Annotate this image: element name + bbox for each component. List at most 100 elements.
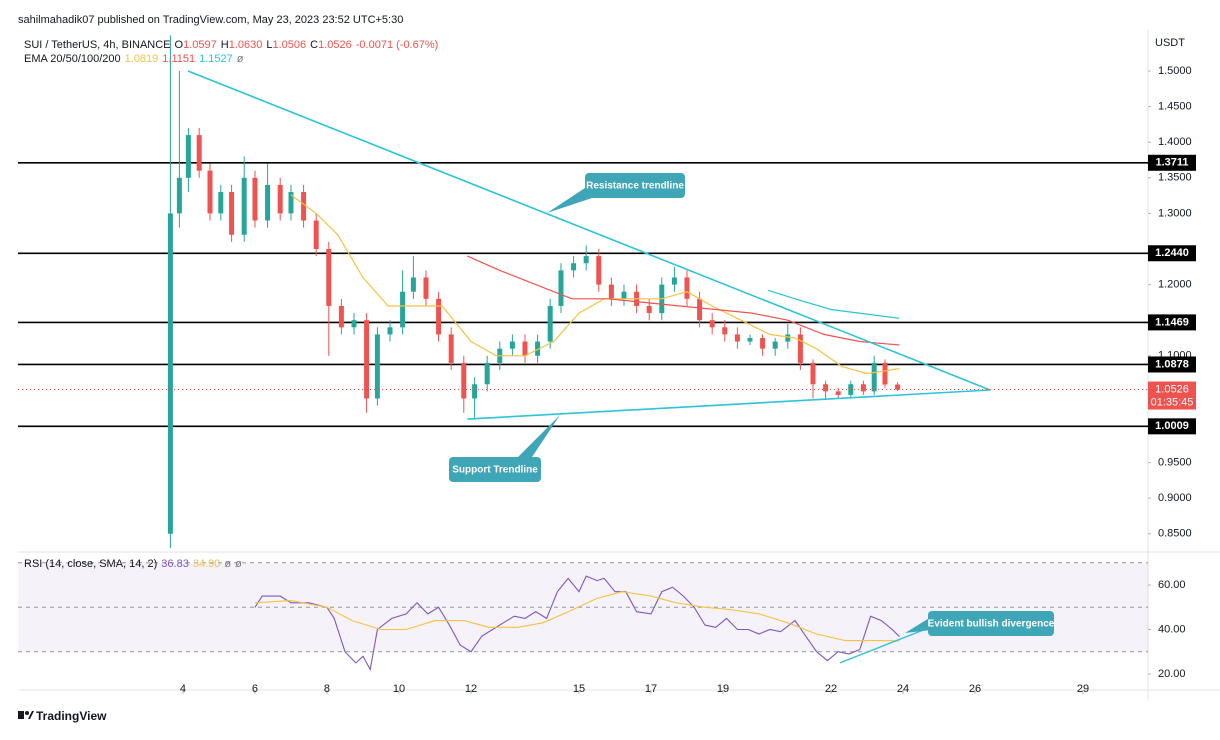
trendline bbox=[187, 70, 991, 391]
callout-label: Evident bullish divergence bbox=[928, 619, 1055, 630]
ema-value: ø bbox=[236, 53, 244, 65]
candle-body bbox=[351, 320, 357, 328]
ema-value: 1.0819 bbox=[124, 53, 159, 65]
rsi-legend: RSI (14, close, SMA, 14, 2) 36.83 34.90 ø ø bbox=[24, 558, 246, 570]
ema-legend: EMA 20/50/100/200 1.0819 1.1151 1.1527 ø bbox=[24, 53, 248, 65]
ohlc-value: 1.0630 bbox=[228, 39, 263, 51]
level-label: 1.1469 bbox=[1155, 316, 1189, 328]
candle-body bbox=[410, 277, 416, 292]
symbol-legend: SUI / TetherUS, 4h, BINANCE O1.0597 H1.063… bbox=[24, 39, 442, 51]
candle-body bbox=[535, 341, 541, 356]
y-tick-label: 1.3000 bbox=[1158, 207, 1192, 219]
rsi-value: 34.90 bbox=[192, 558, 221, 570]
candle-body bbox=[747, 337, 753, 342]
last-price-label: 1.0526 bbox=[1155, 383, 1189, 395]
level-label-box bbox=[1148, 245, 1196, 262]
y-tick-label: 1.5000 bbox=[1158, 65, 1192, 77]
rsi-line bbox=[254, 575, 900, 672]
rsi-pane bbox=[18, 562, 1148, 653]
candle-body bbox=[571, 263, 577, 271]
candle-body bbox=[400, 291, 406, 328]
candle-body bbox=[734, 334, 740, 342]
callout-label: Support Trendline bbox=[452, 465, 538, 476]
candle-body bbox=[252, 177, 258, 221]
y-tick-label: 1.2000 bbox=[1158, 278, 1192, 290]
y-tick-label: 0.9500 bbox=[1158, 456, 1192, 468]
candle-body bbox=[461, 362, 467, 399]
candle-body bbox=[835, 391, 841, 395]
published-line: sahilmahadik07 published on TradingView.… bbox=[18, 14, 404, 26]
y-tick-label: 1.4500 bbox=[1158, 101, 1192, 113]
candle-body bbox=[547, 305, 553, 342]
candle-body bbox=[277, 184, 283, 214]
candle-body bbox=[895, 384, 901, 390]
level-label: 1.2440 bbox=[1155, 247, 1189, 259]
candle-body bbox=[797, 334, 803, 363]
candle-body bbox=[697, 298, 703, 321]
candle-body bbox=[608, 284, 614, 299]
candle-body bbox=[374, 334, 380, 399]
candle-body bbox=[772, 341, 778, 349]
candle-body bbox=[176, 177, 182, 214]
level-label-box bbox=[1148, 314, 1196, 331]
ema-label: EMA 20/50/100/200 bbox=[24, 53, 121, 65]
y-tick-label: 0.8500 bbox=[1158, 528, 1192, 540]
candle-body bbox=[709, 320, 715, 328]
candle-body bbox=[313, 220, 319, 249]
y-tick-label: 0.9000 bbox=[1158, 492, 1192, 504]
candle-body bbox=[218, 192, 224, 214]
candle-body bbox=[387, 327, 393, 335]
callout-box bbox=[449, 457, 541, 482]
ohlc-value: 1.0506 bbox=[272, 39, 307, 51]
candle-body bbox=[448, 334, 454, 363]
candle-body bbox=[671, 277, 677, 285]
level-label: 1.3711 bbox=[1155, 157, 1188, 169]
candle-body bbox=[472, 384, 478, 399]
y-tick-label: 60.00 bbox=[1158, 579, 1186, 591]
ohlc-key: H bbox=[220, 39, 229, 51]
candle-body bbox=[326, 248, 332, 306]
candle-body bbox=[646, 305, 652, 314]
x-tick-label: 15 bbox=[573, 683, 585, 695]
level-label-box bbox=[1148, 356, 1196, 373]
x-tick-label: 19 bbox=[717, 683, 729, 695]
level-label-box bbox=[1148, 418, 1196, 435]
rsi-title: RSI (14, close, SMA, 14, 2) bbox=[24, 558, 158, 570]
ohlc-value: -0.0071 (-0.67%) bbox=[355, 39, 439, 51]
candle-body bbox=[241, 177, 247, 235]
ohlc-key: C bbox=[310, 39, 319, 51]
price-unit: USDT bbox=[1155, 37, 1185, 49]
x-tick-label: 4 bbox=[180, 683, 186, 695]
candle-body bbox=[882, 362, 888, 385]
callout-box bbox=[928, 611, 1054, 636]
candle-body bbox=[207, 170, 213, 214]
candle-body bbox=[423, 277, 429, 299]
candle-body bbox=[785, 334, 791, 342]
candle-body bbox=[185, 135, 191, 178]
callout-box bbox=[585, 173, 685, 198]
last-price-box bbox=[1148, 381, 1196, 410]
tradingview-logo bbox=[18, 711, 34, 719]
x-tick-label: 8 bbox=[324, 683, 330, 695]
candle-body bbox=[436, 298, 442, 335]
candle-body bbox=[288, 192, 294, 214]
ohlc-value: 1.0597 bbox=[183, 39, 217, 51]
candle-body bbox=[196, 135, 202, 171]
rsi-value: 36.83 bbox=[161, 558, 189, 570]
x-tick-label: 24 bbox=[897, 683, 909, 695]
y-tick-label: 1.3500 bbox=[1158, 172, 1192, 184]
callout-label: Resistance trendline bbox=[586, 181, 684, 192]
x-tick-label: 6 bbox=[252, 683, 258, 695]
candle-body bbox=[229, 192, 235, 235]
candle-body bbox=[722, 327, 728, 335]
ohlc-key: L bbox=[266, 39, 273, 51]
level-label: 1.0009 bbox=[1155, 420, 1189, 432]
y-tick-label: 1.4000 bbox=[1158, 136, 1192, 148]
countdown-label: 01:35:45 bbox=[1151, 396, 1194, 408]
y-tick-label: 40.00 bbox=[1158, 623, 1186, 635]
candle-body bbox=[860, 384, 866, 392]
ema-value: 1.1151 bbox=[162, 53, 196, 65]
ema-line bbox=[467, 255, 900, 346]
